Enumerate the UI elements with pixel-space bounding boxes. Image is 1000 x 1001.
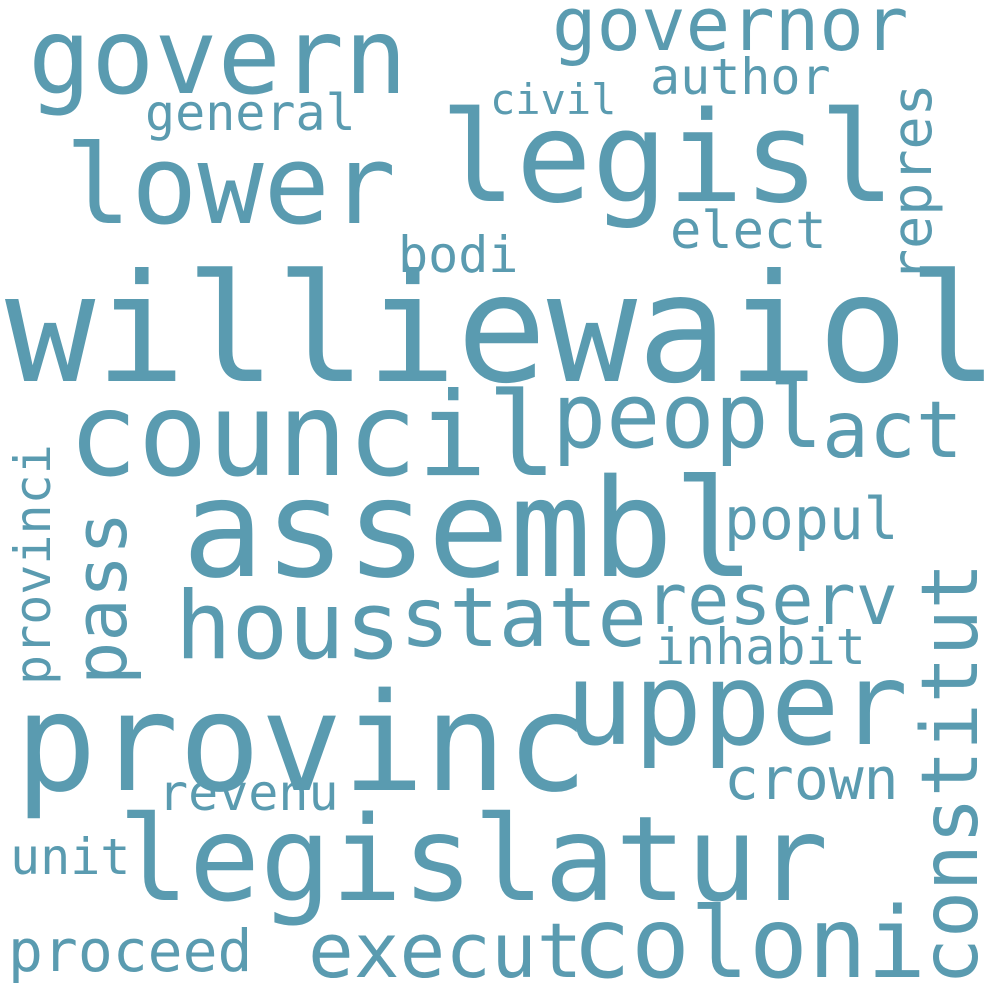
word-coloni: coloni bbox=[572, 895, 926, 993]
word-popul: popul bbox=[724, 490, 899, 548]
word-lower: lower bbox=[65, 130, 396, 240]
word-peopl: peopl bbox=[552, 372, 823, 462]
word-unit: unit bbox=[10, 832, 130, 882]
word-act: act bbox=[822, 392, 963, 470]
word-execut: execut bbox=[308, 913, 583, 989]
word-legisl: legisl bbox=[440, 95, 895, 221]
word-hous: hous bbox=[175, 580, 401, 674]
word-provinci: provinci bbox=[8, 444, 58, 685]
word-pass: pass bbox=[65, 512, 137, 685]
word-proceed: proceed bbox=[8, 922, 252, 980]
